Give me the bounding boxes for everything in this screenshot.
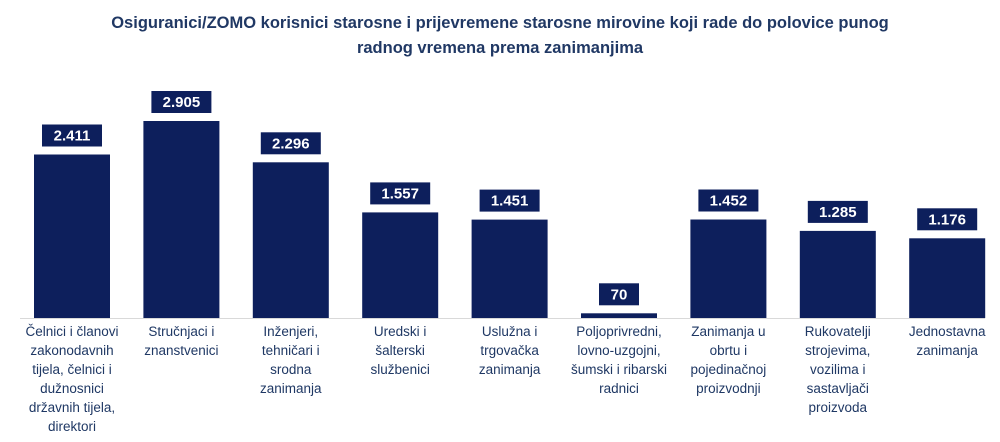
data-label-box	[151, 91, 212, 113]
bar	[362, 212, 439, 318]
bar	[34, 154, 110, 318]
category-label-line: obrtu i	[709, 343, 748, 358]
data-label-box	[260, 132, 321, 155]
data-label-box	[917, 208, 978, 231]
chart-title-line-2: radnog vremena prema zanimanjima	[356, 39, 644, 57]
category-label-line: Čelnici i članovi	[25, 324, 119, 339]
category-label-line: službenici	[370, 362, 430, 377]
category-label-line: proizvoda	[808, 400, 868, 415]
data-label: 2.411	[54, 128, 91, 145]
data-label: 1.451	[491, 193, 529, 210]
category-label-line: strojevima,	[805, 343, 871, 358]
bar	[799, 230, 876, 318]
category-label-line: zanimanja	[478, 362, 541, 377]
category-label-line: Uslužna i	[481, 324, 538, 339]
data-label: 2.905	[163, 94, 201, 111]
category-label-line: Uredski i šalterski	[373, 324, 427, 358]
category-label-line: pojedinačnoj	[690, 362, 767, 377]
data-label-box	[370, 182, 431, 205]
data-label-box	[42, 124, 102, 147]
category-label: Uslužna i trgovačka zanimanja	[460, 322, 560, 379]
category-label-line: Stručnjaci i	[148, 324, 215, 339]
data-label: 2.296	[272, 135, 310, 152]
category-label-line: Jednostavna	[908, 324, 986, 339]
data-label: 1.557	[381, 185, 419, 202]
data-label-box	[807, 200, 868, 223]
chart-title-line-1: Osiguranici/ZOMO korisnici starosne i pr…	[111, 14, 889, 32]
bar	[909, 238, 986, 318]
category-label: Inženjeri, tehničari i srodna zanimanja	[241, 322, 341, 398]
bar	[143, 121, 220, 318]
category-label: Poljoprivredni, lovno-uzgojni, šumski i ri…	[569, 322, 669, 398]
category-label: Čelnici i članovi zakonodavnih tijela, čel…	[22, 322, 122, 436]
chart-title: Osiguranici/ZOMO korisnici starosne i pr…	[60, 11, 940, 61]
data-label: 70	[611, 286, 628, 303]
category-label-line: radnici	[599, 381, 639, 396]
category-label-line: lovno-uzgojni,	[577, 343, 661, 358]
category-label-line: vozilima i	[810, 362, 866, 377]
bar	[581, 313, 657, 318]
category-label-line: trgovačka	[480, 343, 539, 358]
category-label-line: tehničari i srodna	[261, 343, 320, 377]
category-label-line: zanimanja	[916, 343, 978, 358]
category-label-line: državnih tijela,	[28, 400, 116, 415]
category-label-line: zakonodavnih	[30, 343, 114, 358]
bar	[471, 219, 548, 318]
data-label: 1.452	[710, 193, 748, 210]
category-label: Jednostavna zanimanja	[897, 322, 997, 360]
bar	[252, 162, 329, 318]
category-label: Zanimanja u obrtu i pojedinačnoj proizvodnj…	[678, 322, 778, 398]
data-label-box	[698, 189, 759, 212]
bar	[690, 219, 767, 318]
category-label-line: Rukovatelji	[804, 324, 871, 339]
category-label: Uredski i šalterski službenici	[350, 322, 450, 379]
category-label-line: proizvodnji	[696, 381, 761, 396]
data-label-box	[479, 189, 540, 212]
category-label-line: znanstvenici	[144, 343, 219, 358]
category-label: Rukovatelji strojevima, vozilima i sastavlj…	[788, 322, 888, 417]
category-label-line: dužnosnici	[40, 381, 104, 396]
category-label-line: sastavljači	[806, 381, 869, 396]
data-label-box	[599, 283, 639, 306]
category-label-line: šumski i ribarski	[570, 362, 667, 377]
category-label-line: direktori	[47, 419, 96, 434]
category-label: Stručnjaci i znanstvenici	[131, 322, 231, 360]
category-label-line: zanimanja	[260, 381, 322, 396]
data-label: 1.285	[819, 204, 857, 221]
category-label-line: Poljoprivredni,	[576, 324, 662, 339]
category-label-line: Inženjeri,	[263, 324, 319, 339]
category-label-line: Zanimanja u	[691, 324, 766, 339]
category-label-line: tijela, čelnici i	[32, 362, 112, 377]
data-label: 1.176	[928, 211, 966, 228]
